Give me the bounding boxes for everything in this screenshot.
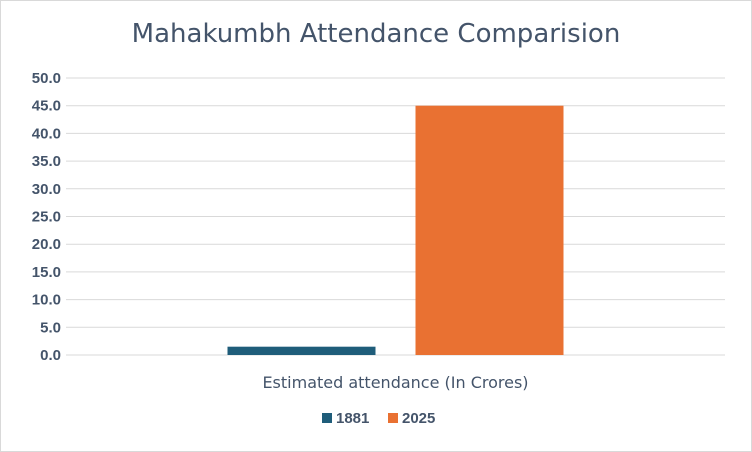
chart-title: Mahakumbh Attendance Comparision xyxy=(131,19,621,49)
x-category-label: Estimated attendance (In Crores) xyxy=(262,373,528,392)
legend-swatch-1881 xyxy=(322,413,332,423)
y-tick-label: 30.0 xyxy=(32,181,61,198)
y-tick-label: 45.0 xyxy=(32,98,61,115)
legend-swatch-2025 xyxy=(388,413,398,423)
y-tick-label: 35.0 xyxy=(32,153,61,170)
y-tick-label: 20.0 xyxy=(32,236,61,253)
y-tick-label: 25.0 xyxy=(32,209,61,226)
y-tick-label: 0.0 xyxy=(40,347,61,364)
y-tick-label: 40.0 xyxy=(32,125,61,142)
y-tick-label: 15.0 xyxy=(32,264,61,281)
y-tick-label: 50.0 xyxy=(32,70,61,87)
y-tick-label: 10.0 xyxy=(32,292,61,309)
y-tick-label: 5.0 xyxy=(40,319,61,336)
bar-2025 xyxy=(415,105,564,355)
legend-label-1881: 1881 xyxy=(336,410,369,427)
bar-1881 xyxy=(227,346,376,355)
legend-label-2025: 2025 xyxy=(402,410,435,427)
